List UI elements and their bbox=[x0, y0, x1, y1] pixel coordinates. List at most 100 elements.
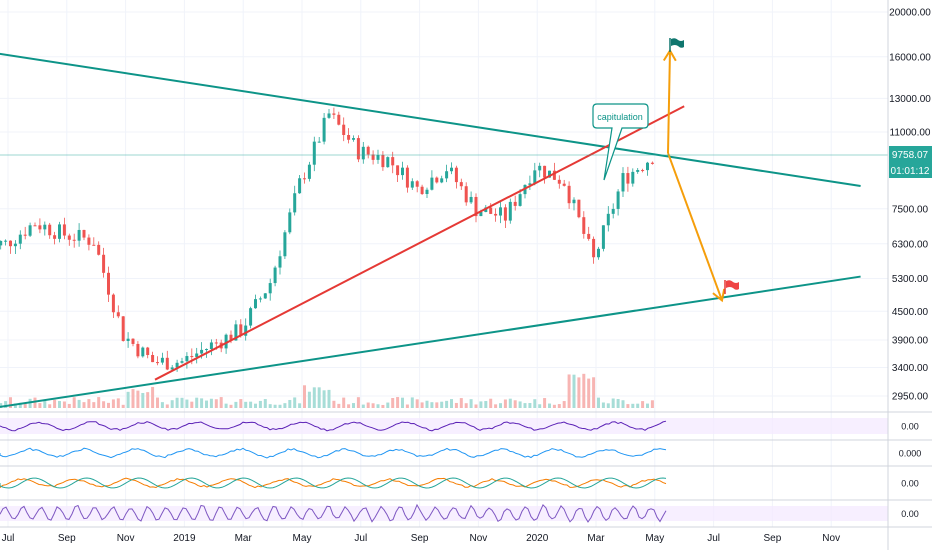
x-tick-label: 2020 bbox=[526, 533, 549, 544]
time-axis[interactable]: Jul Sep Nov 2019 Mar May Jul Sep Nov 2020 Mar May Ju… bbox=[0, 526, 932, 544]
candle-body bbox=[317, 141, 321, 143]
volume-bar bbox=[209, 398, 213, 408]
candle-body bbox=[28, 225, 32, 236]
volume-bar bbox=[141, 392, 145, 408]
candle-body bbox=[557, 179, 561, 184]
volume-bar bbox=[450, 399, 453, 408]
trendline-red-support[interactable] bbox=[154, 105, 685, 381]
green-flag-icon[interactable] bbox=[669, 38, 684, 52]
candle-body bbox=[268, 283, 272, 294]
candle-body bbox=[503, 207, 507, 221]
candle-body bbox=[160, 357, 164, 363]
volume-bar bbox=[352, 403, 355, 408]
projection-down[interactable] bbox=[667, 152, 723, 301]
y-tick-label: 7500.00 bbox=[892, 204, 929, 215]
candle-body bbox=[327, 113, 331, 118]
trendlines[interactable] bbox=[0, 51, 861, 410]
volume-bar bbox=[43, 399, 47, 408]
volume-bar bbox=[48, 404, 52, 408]
volume-bar bbox=[131, 389, 135, 408]
candle-body bbox=[371, 154, 375, 160]
volume-bar bbox=[18, 402, 22, 408]
candle-body bbox=[111, 294, 115, 313]
volume-bar bbox=[503, 399, 507, 408]
candle-body bbox=[43, 224, 47, 230]
volume-bar bbox=[263, 399, 267, 408]
volume-bar bbox=[636, 403, 640, 408]
candle-body bbox=[538, 165, 542, 171]
candle-body bbox=[82, 229, 86, 238]
volume-bar bbox=[513, 400, 517, 408]
indicator-panes: 0.00 0.000 0.00 0.00 bbox=[0, 411, 932, 523]
capitulation-callout[interactable]: capitulation bbox=[592, 103, 649, 181]
volume-bar bbox=[533, 399, 537, 408]
volume-bar bbox=[111, 399, 115, 408]
candle-body bbox=[582, 217, 586, 234]
candle-body bbox=[352, 138, 355, 140]
red-flag-icon[interactable] bbox=[724, 280, 739, 294]
volume-bar bbox=[415, 399, 419, 408]
candle-body bbox=[499, 207, 502, 216]
candle-body bbox=[611, 208, 615, 214]
candle-body bbox=[293, 193, 297, 213]
candle-body bbox=[13, 243, 17, 247]
indicator-value: 0.00 bbox=[901, 422, 919, 432]
candle-body bbox=[107, 272, 110, 295]
volume-bar bbox=[214, 399, 218, 408]
volume-bar bbox=[337, 403, 341, 408]
volume-bar bbox=[82, 402, 86, 408]
x-tick-label: Mar bbox=[235, 533, 253, 544]
candle-body bbox=[621, 173, 625, 192]
candle-body bbox=[77, 229, 81, 241]
candle-body bbox=[425, 189, 429, 194]
candle-body bbox=[440, 178, 444, 183]
candle-body bbox=[38, 225, 42, 230]
volume-bar bbox=[562, 401, 566, 408]
y-tick-label: 6300.00 bbox=[892, 239, 929, 250]
volume-bar bbox=[543, 398, 547, 408]
candle-body bbox=[244, 325, 248, 336]
candle-body bbox=[67, 235, 71, 240]
price-axis[interactable]: 20000.00 16000.00 13000.00 11000.00 7500.00 6… bbox=[887, 0, 931, 550]
volume-bar bbox=[53, 399, 57, 408]
candle-body bbox=[249, 308, 253, 326]
volume-bar bbox=[4, 401, 8, 408]
candle-body bbox=[4, 240, 8, 242]
candle-body bbox=[214, 342, 218, 344]
volume-bar bbox=[146, 392, 150, 408]
candle-body bbox=[347, 134, 351, 140]
candle-body bbox=[195, 353, 199, 357]
volume-bar bbox=[288, 399, 292, 408]
volume-bar bbox=[528, 403, 532, 408]
y-tick-label: 3400.00 bbox=[892, 363, 929, 374]
volume-bar bbox=[180, 397, 184, 408]
trendline-upper-resistance[interactable] bbox=[0, 51, 861, 188]
volume-bar bbox=[582, 373, 586, 408]
candle-body bbox=[209, 342, 213, 350]
trendline-lower-support[interactable] bbox=[0, 275, 861, 411]
candle-body bbox=[459, 182, 463, 187]
y-tick-label: 5300.00 bbox=[892, 274, 929, 285]
candlesticks bbox=[0, 107, 654, 372]
candle-body bbox=[626, 173, 630, 184]
volume-bar bbox=[312, 387, 316, 408]
volume-bar bbox=[136, 390, 140, 408]
volume-bar bbox=[391, 398, 395, 408]
volume-bar bbox=[33, 397, 37, 408]
candle-body bbox=[552, 170, 556, 180]
volume-bar bbox=[366, 402, 370, 408]
volume-bar bbox=[396, 397, 400, 408]
indicator-value: 0.00 bbox=[901, 509, 919, 519]
volume-bar bbox=[185, 399, 189, 408]
x-tick-label: Nov bbox=[822, 533, 840, 544]
candle-body bbox=[136, 343, 140, 357]
volume-bar bbox=[430, 402, 434, 408]
volume-bar bbox=[420, 402, 424, 408]
volume-bar bbox=[557, 404, 561, 408]
projection-arrowhead bbox=[712, 288, 726, 303]
projection-up[interactable] bbox=[667, 50, 671, 154]
candle-body bbox=[469, 196, 473, 203]
volume-bar bbox=[371, 403, 375, 408]
